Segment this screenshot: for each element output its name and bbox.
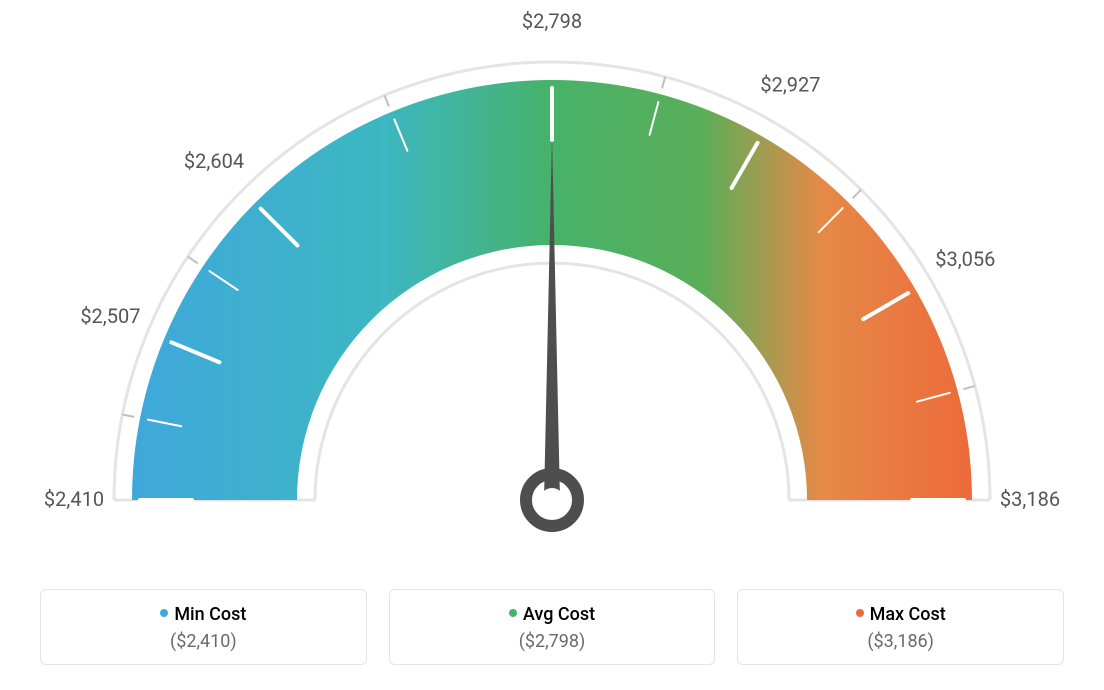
legend-max-label: Max Cost xyxy=(870,604,946,625)
legend-avg-title: Avg Cost xyxy=(400,604,705,625)
svg-text:$2,927: $2,927 xyxy=(760,73,820,97)
legend-card-avg: Avg Cost ($2,798) xyxy=(389,589,716,665)
dot-icon xyxy=(160,609,168,617)
legend-card-min: Min Cost ($2,410) xyxy=(40,589,367,665)
legend-row: Min Cost ($2,410) Avg Cost ($2,798) Max … xyxy=(40,589,1064,665)
legend-max-title: Max Cost xyxy=(748,604,1053,625)
legend-avg-label: Avg Cost xyxy=(523,604,595,625)
svg-text:$2,798: $2,798 xyxy=(522,9,582,33)
legend-card-max: Max Cost ($3,186) xyxy=(737,589,1064,665)
legend-min-title: Min Cost xyxy=(51,604,356,625)
gauge-svg: $2,410 $2,507 $2,604 $2,798 $2,927 $3,056 $3,1… xyxy=(0,0,1104,560)
gauge-chart: $2,410 $2,507 $2,604 $2,798 $2,927 $3,056 $3,1… xyxy=(0,0,1104,550)
dot-icon xyxy=(856,609,864,617)
dot-icon xyxy=(509,609,517,617)
legend-max-value: ($3,186) xyxy=(748,631,1053,652)
svg-text:$2,604: $2,604 xyxy=(184,149,244,173)
svg-text:$2,507: $2,507 xyxy=(80,304,140,328)
svg-text:$3,056: $3,056 xyxy=(935,247,995,271)
svg-text:$2,410: $2,410 xyxy=(44,487,104,511)
legend-avg-value: ($2,798) xyxy=(400,631,705,652)
svg-text:$3,186: $3,186 xyxy=(1000,487,1060,511)
legend-min-label: Min Cost xyxy=(174,604,246,625)
legend-min-value: ($2,410) xyxy=(51,631,356,652)
